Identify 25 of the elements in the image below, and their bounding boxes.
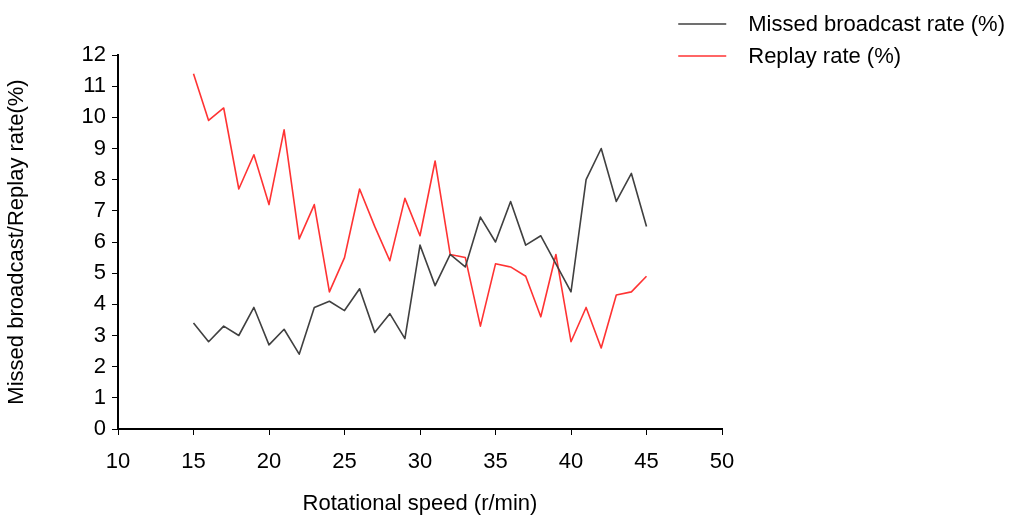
legend-label: Replay rate (%) — [748, 43, 902, 69]
y-tick-label: 1 — [93, 383, 106, 409]
y-tick-label: 3 — [93, 321, 106, 347]
y-tick-label: 0 — [93, 415, 106, 441]
y-tick-label: 10 — [81, 103, 106, 129]
x-tick-label: 20 — [256, 448, 282, 474]
y-tick-label: 11 — [83, 72, 106, 98]
y-tick-label: 5 — [93, 259, 106, 285]
x-tick-label: 40 — [558, 448, 584, 474]
x-axis-title: Rotational speed (r/min) — [302, 489, 538, 515]
y-tick-label: 6 — [93, 228, 106, 254]
y-tick-label: 12 — [81, 41, 106, 67]
y-tick-label: 9 — [93, 134, 106, 160]
y-tick-label: 8 — [93, 165, 106, 191]
x-tick-label: 30 — [407, 448, 433, 474]
y-tick-label: 4 — [93, 290, 106, 316]
x-tick-label: 50 — [709, 448, 735, 474]
y-tick-label: 7 — [93, 196, 106, 222]
x-tick-label: 25 — [332, 448, 357, 474]
y-tick-label: 2 — [93, 352, 106, 378]
x-tick-label: 35 — [483, 448, 508, 474]
x-tick-label: 15 — [181, 448, 206, 474]
legend-label: Missed broadcast rate (%) — [748, 11, 1006, 37]
x-tick-label: 45 — [634, 448, 659, 474]
y-axis-title: Missed broadcast/Replay rate(%) — [3, 79, 29, 405]
